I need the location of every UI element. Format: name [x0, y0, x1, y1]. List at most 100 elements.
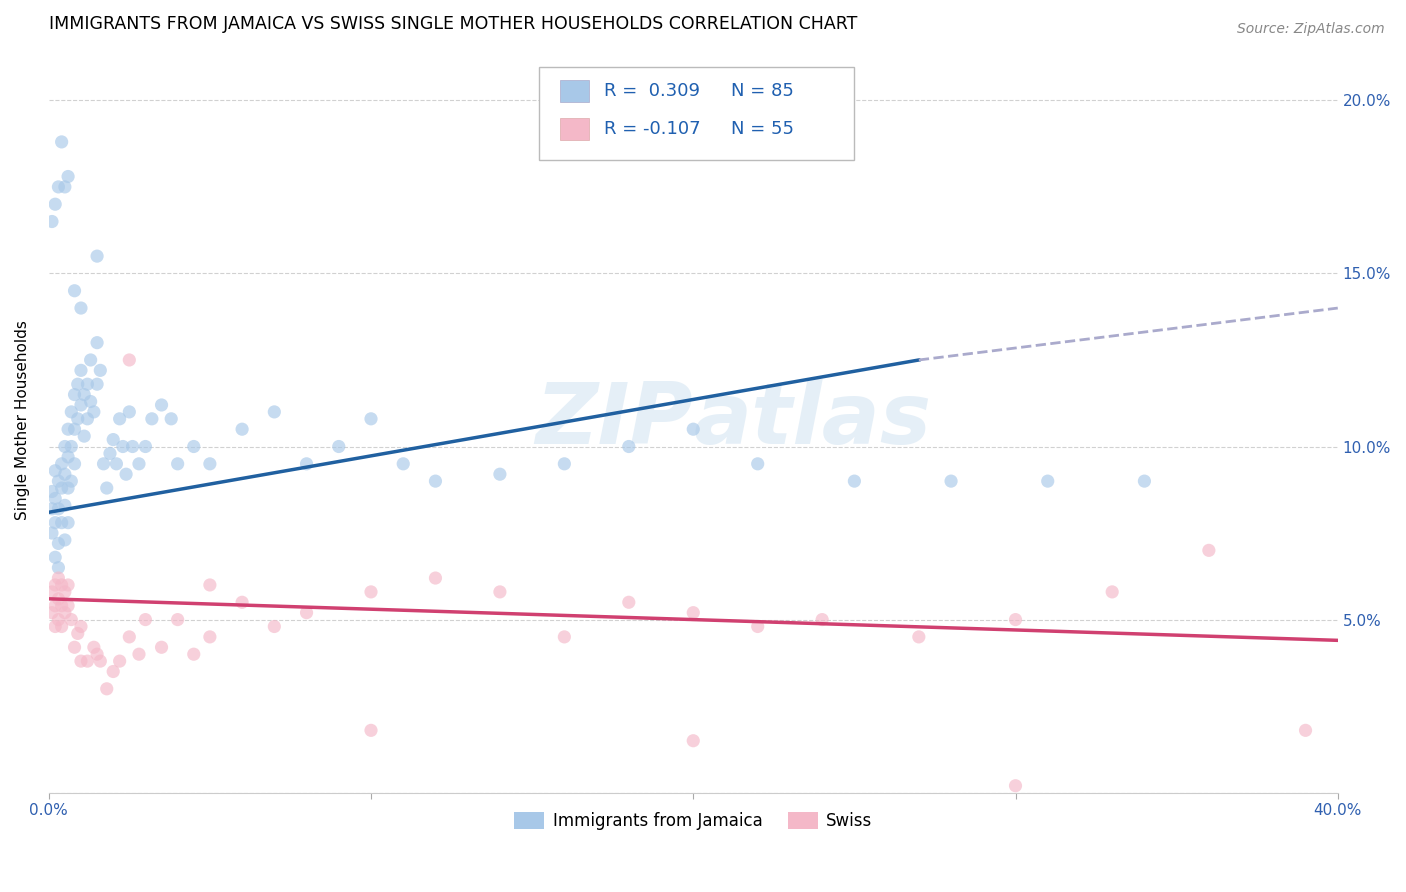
- Point: [93, 457, 115, 471]
- Text: N = 55: N = 55: [731, 120, 793, 138]
- Point: [1004, 613, 1026, 627]
- Point: [53, 585, 76, 599]
- Point: [166, 613, 188, 627]
- Point: [83, 640, 105, 655]
- Point: [111, 440, 134, 454]
- Point: [48, 571, 70, 585]
- Point: [86, 377, 108, 392]
- Point: [747, 619, 769, 633]
- Point: [939, 474, 962, 488]
- Point: [53, 467, 76, 482]
- Point: [79, 353, 101, 368]
- Point: [41, 214, 63, 228]
- Point: [1101, 585, 1123, 599]
- Point: [682, 606, 704, 620]
- Text: IMMIGRANTS FROM JAMAICA VS SWISS SINGLE MOTHER HOUSEHOLDS CORRELATION CHART: IMMIGRANTS FROM JAMAICA VS SWISS SINGLE …: [49, 15, 858, 33]
- Point: [103, 433, 125, 447]
- Point: [360, 585, 382, 599]
- Point: [51, 599, 73, 613]
- Point: [48, 180, 70, 194]
- Point: [44, 491, 66, 506]
- Point: [41, 606, 63, 620]
- Point: [360, 412, 382, 426]
- Point: [166, 457, 188, 471]
- Text: atlas: atlas: [693, 379, 931, 462]
- Point: [425, 571, 447, 585]
- Point: [844, 474, 866, 488]
- Point: [56, 169, 79, 184]
- Point: [908, 630, 931, 644]
- Point: [60, 440, 83, 454]
- Point: [682, 733, 704, 747]
- Point: [41, 526, 63, 541]
- Y-axis label: Single Mother Households: Single Mother Households: [15, 320, 30, 521]
- Point: [73, 429, 96, 443]
- Point: [63, 387, 86, 401]
- Point: [51, 516, 73, 530]
- Point: [56, 516, 79, 530]
- Point: [128, 647, 150, 661]
- Point: [141, 412, 163, 426]
- Point: [48, 613, 70, 627]
- Point: [118, 630, 141, 644]
- Point: [160, 412, 183, 426]
- Point: [53, 440, 76, 454]
- Point: [83, 405, 105, 419]
- Point: [56, 422, 79, 436]
- Text: R =  0.309: R = 0.309: [605, 82, 700, 100]
- Point: [53, 180, 76, 194]
- Point: [747, 457, 769, 471]
- Point: [105, 457, 128, 471]
- Point: [198, 630, 221, 644]
- Point: [56, 450, 79, 464]
- Point: [51, 619, 73, 633]
- Point: [51, 481, 73, 495]
- Point: [98, 446, 121, 460]
- Point: [150, 398, 173, 412]
- Point: [1295, 723, 1317, 738]
- Point: [56, 599, 79, 613]
- Point: [48, 591, 70, 606]
- Point: [115, 467, 138, 482]
- Point: [60, 405, 83, 419]
- Point: [553, 457, 575, 471]
- Point: [70, 363, 93, 377]
- Point: [63, 284, 86, 298]
- Point: [617, 440, 640, 454]
- Point: [44, 599, 66, 613]
- Point: [48, 536, 70, 550]
- Legend: Immigrants from Jamaica, Swiss: Immigrants from Jamaica, Swiss: [508, 805, 879, 837]
- Point: [86, 249, 108, 263]
- Point: [425, 474, 447, 488]
- FancyBboxPatch shape: [561, 118, 589, 140]
- Point: [70, 301, 93, 315]
- Point: [86, 647, 108, 661]
- Point: [108, 412, 131, 426]
- Point: [41, 585, 63, 599]
- Point: [76, 412, 98, 426]
- Point: [553, 630, 575, 644]
- Point: [51, 457, 73, 471]
- Point: [134, 440, 156, 454]
- Point: [53, 533, 76, 547]
- Point: [118, 353, 141, 368]
- Point: [1004, 779, 1026, 793]
- Point: [79, 394, 101, 409]
- FancyBboxPatch shape: [561, 79, 589, 102]
- Point: [63, 457, 86, 471]
- Point: [183, 647, 205, 661]
- Point: [73, 387, 96, 401]
- Point: [56, 578, 79, 592]
- Point: [134, 613, 156, 627]
- Point: [489, 467, 512, 482]
- Point: [41, 484, 63, 499]
- Point: [51, 578, 73, 592]
- Point: [60, 613, 83, 627]
- Point: [198, 457, 221, 471]
- Point: [198, 578, 221, 592]
- Point: [231, 595, 253, 609]
- Point: [86, 335, 108, 350]
- Point: [89, 654, 111, 668]
- Point: [51, 135, 73, 149]
- Point: [231, 422, 253, 436]
